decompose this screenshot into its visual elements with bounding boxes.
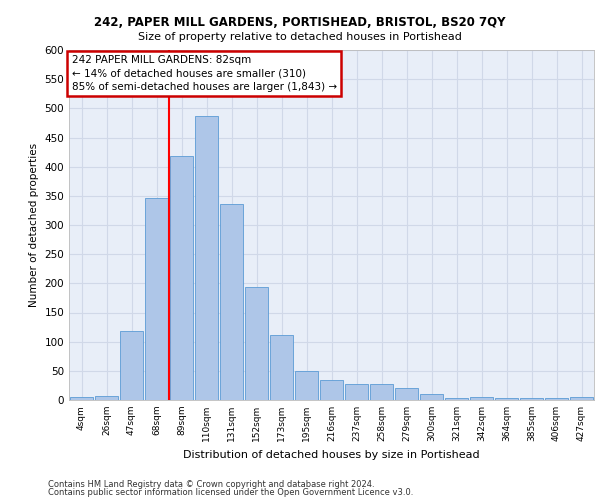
Bar (95, 396, 118, 400)
Bar (170, 156, 193, 400)
Bar (70, 396, 93, 400)
Bar (520, 398, 543, 400)
Bar (370, 384, 393, 400)
Bar (120, 331, 143, 400)
Bar (195, 116, 218, 400)
Bar (220, 204, 243, 400)
Text: Contains public sector information licensed under the Open Government Licence v3: Contains public sector information licen… (48, 488, 413, 497)
Bar (245, 288, 268, 400)
Bar (470, 397, 493, 400)
Text: Contains HM Land Registry data © Crown copyright and database right 2024.: Contains HM Land Registry data © Crown c… (48, 480, 374, 489)
Bar (495, 398, 518, 400)
Text: 242 PAPER MILL GARDENS: 82sqm
← 14% of detached houses are smaller (310)
85% of : 242 PAPER MILL GARDENS: 82sqm ← 14% of d… (71, 56, 337, 92)
Bar (570, 396, 593, 400)
Bar (395, 388, 418, 400)
Bar (145, 198, 168, 400)
Text: 242, PAPER MILL GARDENS, PORTISHEAD, BRISTOL, BS20 7QY: 242, PAPER MILL GARDENS, PORTISHEAD, BRI… (94, 16, 506, 29)
Bar (295, 371, 318, 400)
Bar (445, 398, 468, 400)
Bar (270, 334, 293, 400)
Y-axis label: Number of detached properties: Number of detached properties (29, 143, 39, 307)
Bar (545, 398, 568, 400)
Text: Size of property relative to detached houses in Portishead: Size of property relative to detached ho… (138, 32, 462, 42)
Bar (420, 394, 443, 400)
Bar (345, 384, 368, 400)
Bar (320, 380, 343, 400)
X-axis label: Distribution of detached houses by size in Portishead: Distribution of detached houses by size … (183, 450, 480, 460)
